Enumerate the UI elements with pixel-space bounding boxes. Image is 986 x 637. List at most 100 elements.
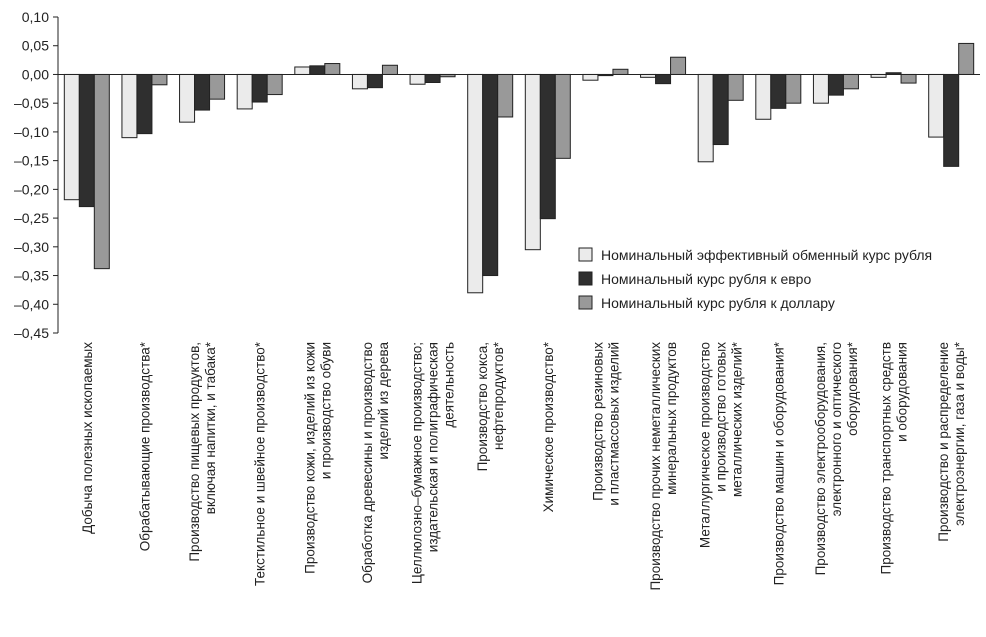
x-category-label-line: издательская и полиграфическая xyxy=(426,342,441,552)
legend: Номинальный эффективный обменный курс ру… xyxy=(578,247,932,311)
x-category-label-line: Производство кожи, изделий из кожи xyxy=(302,342,317,574)
x-category-label-line: электроэнергии, газа и воды* xyxy=(952,341,967,526)
x-category-label-line: включая напитки, и табака* xyxy=(203,341,218,514)
x-axis-category-labels: Добыча полезных ископаемых Обрабатывающие… xyxy=(80,341,967,590)
x-category-label-line: Обрабатывающие производства* xyxy=(137,341,152,551)
legend-label: Номинальный курс рубля к доллару xyxy=(601,295,835,311)
y-tick-label: –0,30 xyxy=(14,239,49,255)
x-category-label: Обрабатывающие производства* xyxy=(137,341,152,551)
x-category-label-line: оборудования* xyxy=(845,341,860,436)
bar xyxy=(497,73,514,118)
y-tick-label: –0,10 xyxy=(14,124,49,140)
legend-label: Номинальный курс рубля к евро xyxy=(601,271,811,287)
bar xyxy=(63,73,80,201)
bar xyxy=(309,65,326,75)
bar xyxy=(194,73,211,111)
bar xyxy=(900,73,917,84)
x-category-label-line: электронного и оптического xyxy=(829,342,844,516)
bar xyxy=(582,73,599,81)
x-category-label: Целлюлозно–бумажное производство;издател… xyxy=(410,342,457,584)
bar xyxy=(324,63,341,75)
bar xyxy=(294,66,311,75)
x-category-label: Производство кокса,нефтепродуктов* xyxy=(475,341,506,471)
x-category-label: Производство транспортных средстви обору… xyxy=(879,342,910,575)
bar xyxy=(785,73,802,104)
bar xyxy=(266,73,283,96)
x-category-label-line: Химическое производство* xyxy=(541,341,556,512)
x-category-label: Химическое производство* xyxy=(541,341,556,512)
x-category-label: Добыча полезных ископаемых xyxy=(80,342,95,534)
x-category-label: Производство прочих неметаллическихминер… xyxy=(648,342,679,591)
bar xyxy=(755,73,772,120)
bar xyxy=(943,73,960,167)
bar xyxy=(121,73,138,139)
bar xyxy=(381,64,398,75)
bar xyxy=(151,73,168,86)
x-category-label-line: и пластмассовых изделий xyxy=(606,342,621,506)
bar xyxy=(482,73,499,277)
x-category-label: Производство машин и оборудования* xyxy=(771,341,786,585)
bar xyxy=(179,73,196,123)
bar xyxy=(524,73,541,251)
bar xyxy=(424,73,441,83)
bar xyxy=(958,42,975,75)
y-tick-label: –0,35 xyxy=(14,268,49,284)
x-category-label-line: Текстильное и швейное производство* xyxy=(253,341,268,586)
bar xyxy=(612,68,629,75)
legend-swatch xyxy=(578,295,593,310)
x-category-label: Производство резиновыхи пластмассовых из… xyxy=(590,342,621,506)
bar xyxy=(712,73,729,146)
bar xyxy=(136,73,153,135)
bar xyxy=(827,73,844,96)
bar xyxy=(928,73,945,138)
x-category-label-line: деятельность xyxy=(442,342,457,428)
bar xyxy=(366,73,383,89)
x-category-label-line: Производство резиновых xyxy=(590,342,605,501)
x-category-label-line: металлических изделий* xyxy=(730,341,745,497)
x-category-label: Металлургическое производствои производс… xyxy=(698,341,745,548)
bar xyxy=(697,73,714,163)
bar xyxy=(93,73,110,270)
x-category-label: Производство кожи, изделий из кожии прои… xyxy=(302,342,333,574)
x-category-label: Производство пищевых продуктов,включая н… xyxy=(187,341,218,561)
x-category-label-line: и производство готовых xyxy=(714,342,729,492)
bar xyxy=(770,73,787,109)
x-category-label-line: Производство и распределение xyxy=(936,342,951,542)
legend-label: Номинальный эффективный обменный курс ру… xyxy=(601,247,932,263)
x-category-label: Текстильное и швейное производство* xyxy=(253,341,268,586)
y-axis-ticks: 0,10 0,05 0,00 –0,05 –0,10 –0,15 –0,20 –0,25 –0,… xyxy=(14,9,58,341)
bar xyxy=(812,73,829,104)
x-category-label-line: Обработка древесины и производство xyxy=(360,342,375,583)
y-tick-label: –0,45 xyxy=(14,325,49,341)
x-category-label: Обработка древесины и производствоиздели… xyxy=(360,342,391,584)
bar xyxy=(209,73,226,100)
x-category-label-line: и оборудования xyxy=(895,342,910,442)
bar xyxy=(554,73,571,159)
y-tick-label: 0,00 xyxy=(22,66,49,82)
y-tick-label: –0,15 xyxy=(14,153,49,169)
bar xyxy=(842,73,859,90)
bar xyxy=(351,73,368,90)
x-category-label-line: Производство прочих неметаллических xyxy=(648,342,663,591)
legend-swatch xyxy=(578,271,593,286)
bar xyxy=(236,73,253,110)
bar xyxy=(655,73,672,85)
x-category-label-line: Целлюлозно–бумажное производство; xyxy=(410,342,425,584)
bar xyxy=(409,73,426,85)
x-category-label-line: и производство обуви xyxy=(318,342,333,479)
bar xyxy=(539,73,556,220)
bar xyxy=(251,73,268,103)
x-category-label-line: Производство транспортных средств xyxy=(879,342,894,575)
x-category-label: Производство электрооборудования,электро… xyxy=(813,341,860,575)
y-tick-label: –0,40 xyxy=(14,296,49,312)
x-category-label-line: Добыча полезных ископаемых xyxy=(80,342,95,534)
y-tick-label: –0,20 xyxy=(14,181,49,197)
x-category-label-line: изделий из дерева xyxy=(376,342,391,460)
x-category-label: Производство и распределениеэлектроэнерг… xyxy=(936,341,967,541)
bar xyxy=(78,73,95,208)
bar xyxy=(670,56,687,75)
x-category-label-line: Производство электрооборудования, xyxy=(813,342,828,575)
x-category-label-line: Производство кокса, xyxy=(475,342,490,471)
x-category-label-line: Производство пищевых продуктов, xyxy=(187,342,202,562)
